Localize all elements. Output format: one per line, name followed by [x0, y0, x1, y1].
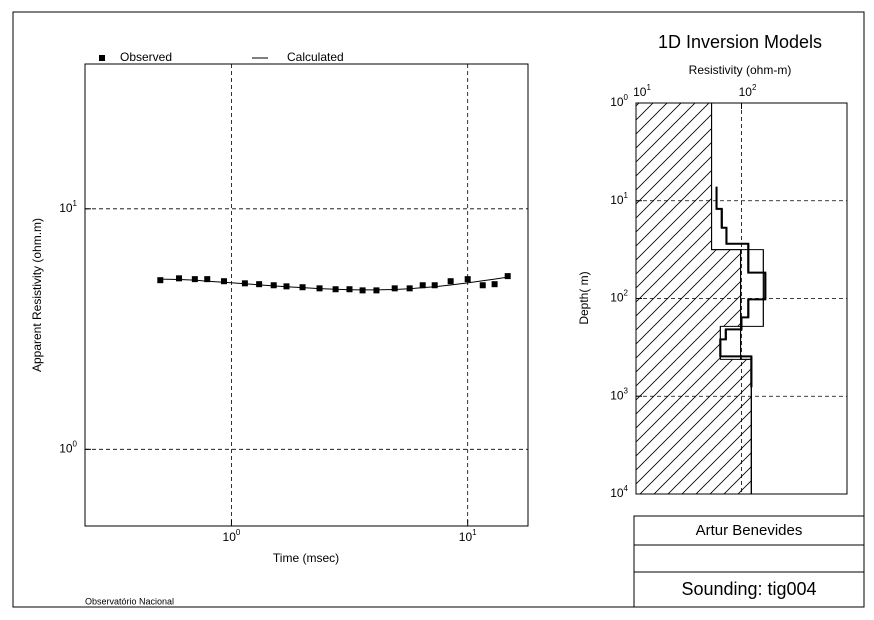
best-model-outline	[715, 186, 767, 388]
tick-base: 10	[59, 442, 73, 456]
tick-exponent: 2	[752, 83, 757, 92]
data-point	[504, 273, 511, 280]
tick-exponent: 1	[624, 191, 629, 200]
tick-exponent: 1	[646, 83, 651, 92]
data-point	[270, 282, 277, 289]
frame	[12, 11, 865, 608]
x-axis-label: Time (msec)	[273, 551, 339, 565]
data-point	[464, 276, 471, 283]
data-point	[191, 276, 198, 283]
model-title: 1D Inversion Models	[658, 32, 822, 52]
data-point	[176, 275, 183, 282]
max-model-outline	[711, 103, 764, 494]
tick-base: 10	[610, 486, 624, 500]
tick-label: 101	[633, 83, 651, 99]
tick-base: 10	[633, 85, 647, 99]
tick-base: 10	[610, 193, 624, 207]
tick-exponent: 0	[624, 93, 629, 102]
tick-exponent: 2	[624, 289, 629, 298]
author: Artur Benevides	[696, 522, 803, 539]
tick-base: 10	[223, 530, 237, 544]
data-point	[220, 278, 227, 285]
tick-base: 10	[59, 201, 73, 215]
tick-label: 102	[610, 289, 628, 305]
tick-label: 100	[223, 528, 241, 544]
min-model-layer	[636, 359, 752, 494]
tick-exponent: 1	[73, 199, 78, 208]
data-point	[256, 281, 263, 288]
tick-label: 100	[610, 93, 628, 109]
title-block	[633, 515, 865, 608]
tick-base: 10	[610, 291, 624, 305]
tick-exponent: 4	[624, 484, 629, 493]
tick-label: 102	[739, 83, 757, 99]
min-model-layer	[636, 326, 721, 360]
tick-label: 104	[610, 484, 628, 500]
tick-base: 10	[610, 388, 624, 402]
tick-label: 101	[459, 528, 477, 544]
tick-label: 101	[610, 191, 628, 207]
legend-label: Observed	[120, 50, 172, 64]
tick-label: 100	[59, 439, 77, 455]
tick-label: 101	[59, 199, 77, 215]
data-point	[157, 277, 164, 284]
tick-label: 103	[610, 386, 628, 402]
plot-frame	[84, 63, 529, 527]
data-point	[491, 281, 498, 288]
tick-base: 10	[739, 85, 753, 99]
tick-base: 10	[610, 95, 624, 109]
data-point	[391, 285, 398, 292]
tick-base: 10	[459, 530, 473, 544]
min-model-layer	[636, 249, 741, 327]
tick-exponent: 1	[472, 528, 477, 537]
tick-exponent: 0	[73, 439, 78, 448]
min-model-layer	[636, 103, 712, 250]
data-point	[419, 282, 426, 289]
footer: Observatório Nacional	[85, 596, 174, 606]
legend-marker	[99, 55, 105, 61]
sounding: Sounding: tig004	[681, 579, 816, 599]
data-line	[160, 276, 508, 291]
tick-exponent: 0	[236, 528, 241, 537]
y-axis-label: Apparent Resistivity (ohm.m)	[30, 218, 44, 372]
tick-exponent: 3	[624, 386, 629, 395]
legend-label: Calculated	[287, 50, 344, 64]
data-point	[479, 282, 486, 289]
data-point	[204, 276, 211, 283]
y-axis-label: Depth( m)	[577, 271, 591, 324]
data-point	[431, 282, 438, 289]
data-point	[447, 278, 454, 285]
x-axis-label: Resistivity (ohm-m)	[689, 63, 792, 77]
